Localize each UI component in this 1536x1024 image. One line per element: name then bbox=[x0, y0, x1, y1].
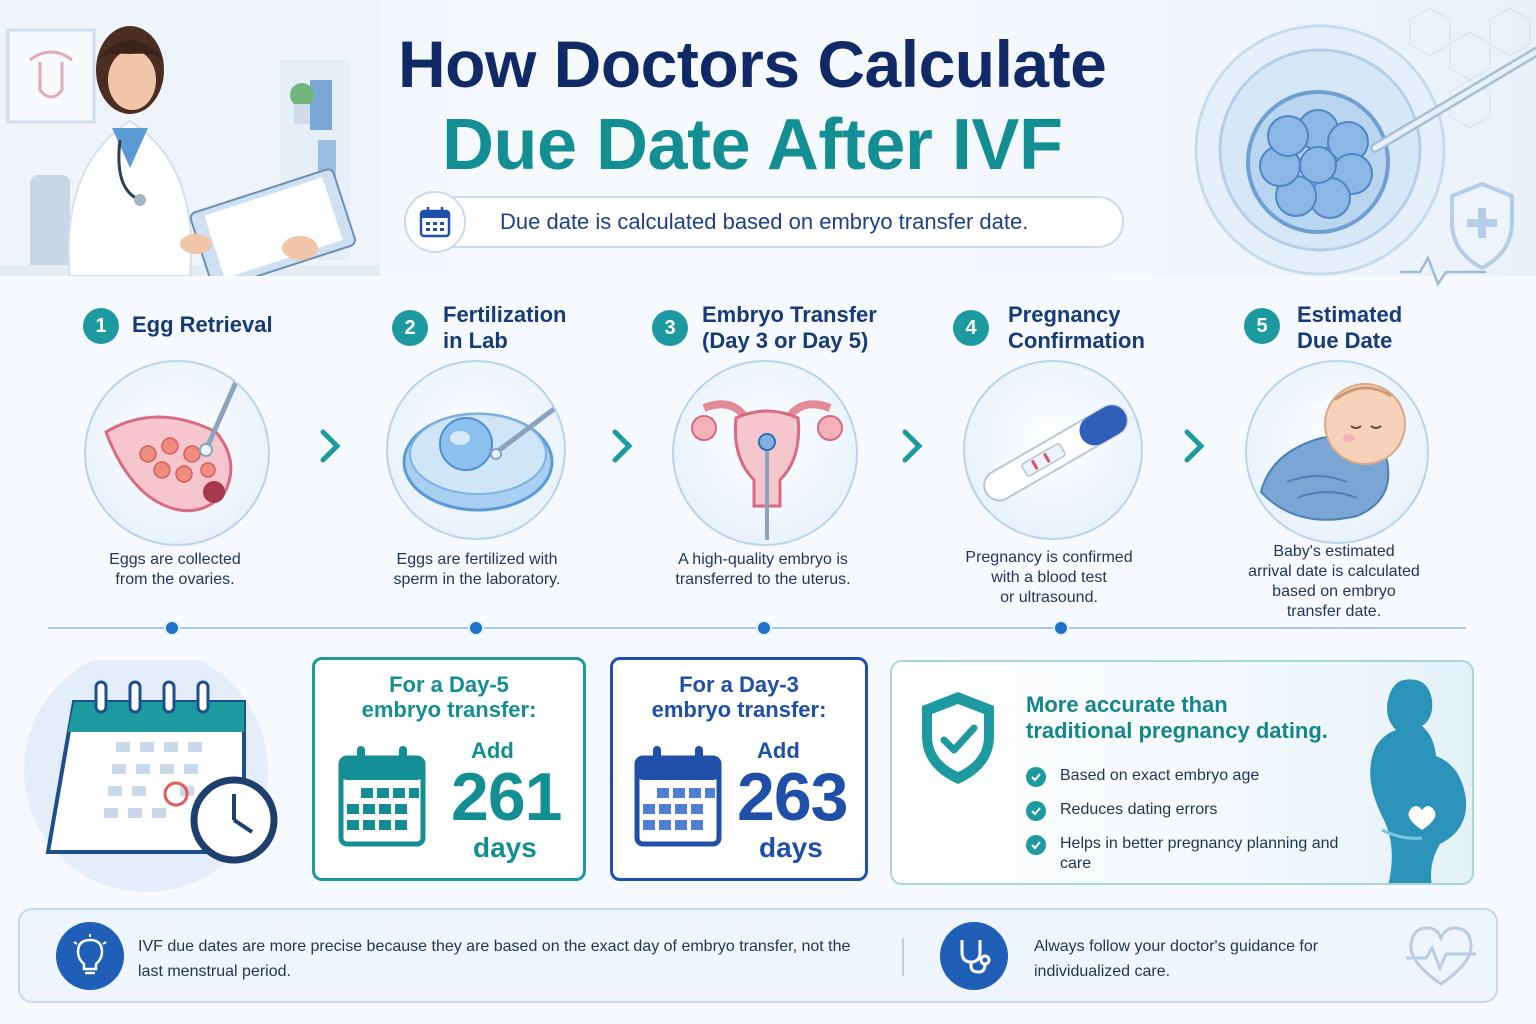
calendar-clock-illustration bbox=[24, 660, 278, 892]
accuracy-item-text: Based on exact embryo age bbox=[1060, 767, 1260, 784]
footer-note-guidance: Always follow your doctor's guidance for… bbox=[1034, 938, 1319, 980]
check-icon bbox=[1026, 801, 1046, 821]
stethoscope-icon bbox=[940, 922, 1008, 990]
chevron-right-icon bbox=[612, 429, 633, 463]
step-title: Pregnancy Confirmation bbox=[1008, 302, 1145, 353]
step-description: Eggs are collected from the ovaries. bbox=[109, 551, 241, 588]
card-title: For a Day-3 embryo transfer: bbox=[651, 672, 827, 722]
step-title: Fertilization in Lab bbox=[443, 302, 567, 353]
step-description: Pregnancy is confirmed with a blood test… bbox=[965, 549, 1133, 606]
day5-transfer-card: For a Day-5 embryo transfer: Add 261 day… bbox=[312, 657, 586, 881]
step-embryo-transfer: 3 Embryo Transfer (Day 3 or Day 5) A hig… bbox=[652, 298, 922, 628]
step-title: Embryo Transfer (Day 3 or Day 5) bbox=[702, 302, 877, 353]
embryo-illustration bbox=[1194, 7, 1536, 287]
timeline-dot bbox=[164, 620, 180, 636]
title-line-1: How Doctors Calculate bbox=[398, 27, 1107, 101]
subtitle-pill: Due date is calculated based on embryo t… bbox=[404, 191, 1124, 253]
days-number: 263 bbox=[737, 759, 848, 835]
fertilization-illustration bbox=[386, 360, 566, 540]
chevron-right-icon bbox=[320, 429, 341, 463]
step-description: A high-quality embryo is transferred to … bbox=[675, 551, 851, 588]
footer-divider bbox=[902, 938, 904, 976]
heart-pulse-icon bbox=[1406, 926, 1476, 986]
step-fertilization: 2 Fertilization in Lab Eggs are fertiliz… bbox=[385, 298, 655, 628]
days-number: 261 bbox=[451, 759, 562, 835]
doctor-illustration bbox=[0, 0, 380, 276]
step-number: 4 bbox=[953, 310, 989, 346]
day3-transfer-card: For a Day-3 embryo transfer: Add 263 day… bbox=[610, 657, 868, 881]
footer-note-precision: IVF due dates are more precise because t… bbox=[138, 938, 851, 980]
accuracy-heading: More accurate than traditional pregnancy… bbox=[1026, 692, 1328, 743]
check-icon bbox=[1026, 767, 1046, 787]
calendar-icon bbox=[404, 191, 466, 253]
egg-retrieval-illustration bbox=[84, 360, 270, 546]
card-title: For a Day-5 embryo transfer: bbox=[361, 672, 537, 722]
step-description: Baby's estimated arrival date is calcula… bbox=[1248, 543, 1420, 620]
calendar-icon bbox=[634, 746, 722, 847]
days-unit: days bbox=[473, 832, 537, 863]
step-number: 3 bbox=[652, 310, 688, 346]
lightbulb-icon bbox=[56, 922, 124, 990]
embryo-transfer-illustration bbox=[672, 360, 858, 546]
accuracy-item-text: Reduces dating errors bbox=[1060, 801, 1218, 818]
timeline-dot bbox=[468, 620, 484, 636]
footer-note-bar: IVF due dates are more precise because t… bbox=[18, 908, 1498, 1003]
timeline-dot bbox=[1053, 620, 1069, 636]
days-unit: days bbox=[759, 832, 823, 863]
add-label: Add bbox=[757, 738, 800, 763]
chevron-right-icon bbox=[1184, 429, 1205, 463]
accuracy-item-text: Helps in better pregnancy planning and c… bbox=[1060, 835, 1339, 872]
step-title: Estimated Due Date bbox=[1297, 302, 1403, 353]
step-description: Eggs are fertilized with sperm in the la… bbox=[393, 551, 561, 588]
step-number: 5 bbox=[1244, 308, 1280, 344]
subtitle-text: Due date is calculated based on embryo t… bbox=[500, 209, 1029, 234]
timeline-dot bbox=[756, 620, 772, 636]
title-line-2: Due Date After IVF bbox=[442, 105, 1063, 185]
accuracy-item: Based on exact embryo age bbox=[1026, 766, 1346, 787]
hero-banner: How Doctors Calculate Due Date After IVF… bbox=[0, 0, 1536, 287]
pregnancy-test-illustration bbox=[963, 360, 1143, 540]
accuracy-card: More accurate than traditional pregnancy… bbox=[890, 660, 1474, 885]
accuracy-item: Helps in better pregnancy planning and c… bbox=[1026, 834, 1346, 874]
shield-check-icon bbox=[922, 692, 994, 784]
accuracy-item: Reduces dating errors bbox=[1026, 800, 1346, 821]
step-number: 2 bbox=[392, 310, 428, 346]
step-title: Egg Retrieval bbox=[132, 312, 273, 337]
calendar-icon bbox=[338, 746, 426, 847]
step-pregnancy-confirmation: 4 Pregnancy Confirmation Pregnancy is co… bbox=[953, 298, 1223, 628]
pregnant-woman-silhouette bbox=[1370, 679, 1467, 883]
chevron-right-icon bbox=[902, 429, 923, 463]
check-icon bbox=[1026, 835, 1046, 855]
add-label: Add bbox=[471, 738, 514, 763]
step-egg-retrieval: 1 Egg Retrieval Eggs are collected from … bbox=[75, 298, 345, 628]
step-estimated-due-date: 5 Estimated Due Date Baby's estimated ar… bbox=[1240, 298, 1510, 628]
step-number: 1 bbox=[83, 308, 119, 344]
newborn-baby-illustration bbox=[1245, 360, 1429, 544]
